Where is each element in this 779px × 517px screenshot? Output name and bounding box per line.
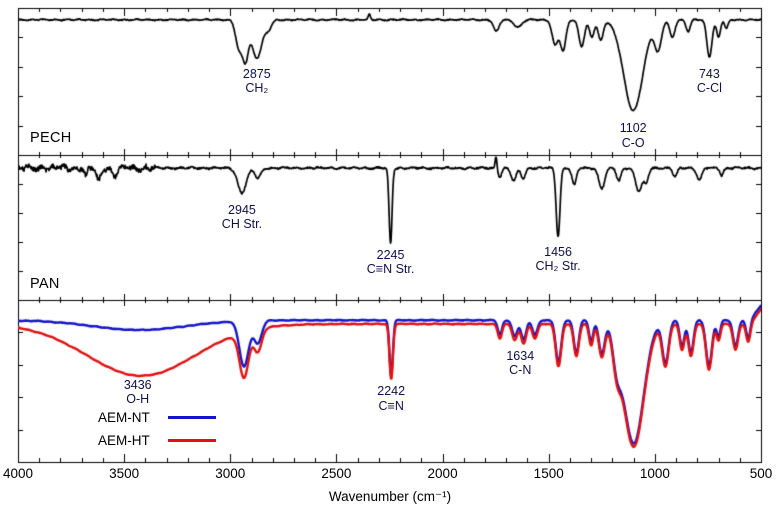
x-tick-label: 500 xyxy=(749,466,773,481)
peak-assignment: C≡N Str. xyxy=(366,262,415,277)
legend-line-swatch-red xyxy=(168,439,216,442)
x-tick-label: 1000 xyxy=(639,466,670,481)
peak-wavenumber: 1634 xyxy=(506,348,535,363)
peak-assignment: CH Str. xyxy=(221,217,263,232)
legend-label-aem-ht: AEM-HT xyxy=(98,433,150,448)
peak-assignment: O-H xyxy=(126,392,150,407)
peak-assignment: C-N xyxy=(509,363,532,378)
x-axis-title: Wavenumber (cm⁻¹) xyxy=(328,489,452,504)
peak-assignment: C-O xyxy=(621,135,645,150)
legend-item-aem-nt: AEM-NT xyxy=(98,406,216,429)
peak-annotation: 3436 O-H xyxy=(124,378,152,407)
peak-annotation: 1634 C-N xyxy=(506,349,534,378)
peak-wavenumber: 743 xyxy=(698,66,720,81)
x-tick-label: 3500 xyxy=(109,466,140,481)
peak-assignment: CH₂ Str. xyxy=(535,259,581,274)
x-tick-label: 1500 xyxy=(533,466,564,481)
x-tick-label: 2000 xyxy=(427,466,458,481)
panel-label-pan: PAN xyxy=(30,276,60,292)
panel-label-pech: PECH xyxy=(30,130,72,146)
peak-wavenumber: 2875 xyxy=(242,66,271,81)
peak-wavenumber: 1102 xyxy=(619,121,647,136)
peak-assignment: C≡N xyxy=(378,398,404,413)
peak-assignment: C-Cl xyxy=(696,81,722,96)
x-tick-label: 3000 xyxy=(215,466,246,481)
legend: AEM-NT AEM-HT xyxy=(98,406,216,452)
peak-wavenumber: 3436 xyxy=(123,377,152,392)
legend-item-aem-ht: AEM-HT xyxy=(98,429,216,452)
peak-annotation: 2945 CH Str. xyxy=(222,203,262,232)
legend-label-aem-nt: AEM-NT xyxy=(98,410,150,425)
peak-wavenumber: 2242 xyxy=(377,384,406,399)
peak-annotation: 2245 C≡N Str. xyxy=(367,248,415,277)
peak-annotation: 1102 C-O xyxy=(620,121,647,150)
peak-annotation: 743 C-Cl xyxy=(697,67,722,96)
peak-annotation: 2875 CH₂ xyxy=(243,67,271,96)
legend-line-swatch-blue xyxy=(168,416,216,419)
x-tick-label: 2500 xyxy=(321,466,352,481)
x-axis-tick-labels: 4000 3500 3000 2500 2000 1500 1000 500 xyxy=(0,466,779,482)
peak-annotation: 1456 CH₂ Str. xyxy=(535,245,580,274)
peak-annotation: 2242 C≡N xyxy=(377,384,405,413)
x-tick-label: 4000 xyxy=(2,466,34,481)
peak-wavenumber: 2945 xyxy=(228,202,256,217)
peak-assignment: CH₂ xyxy=(245,81,269,96)
peak-wavenumber: 2245 xyxy=(376,247,405,262)
peak-wavenumber: 1456 xyxy=(544,244,572,259)
